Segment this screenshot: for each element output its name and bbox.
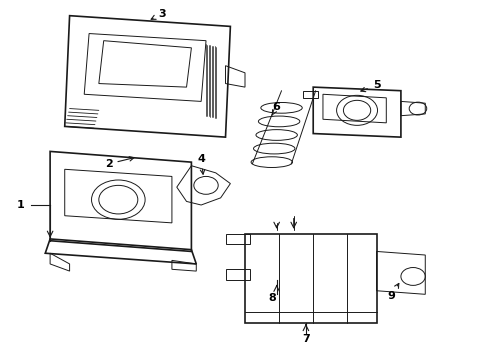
Text: 4: 4 bbox=[197, 154, 205, 174]
Text: 1: 1 bbox=[17, 200, 25, 210]
Text: 8: 8 bbox=[268, 293, 276, 303]
Text: 3: 3 bbox=[151, 9, 166, 19]
Text: 6: 6 bbox=[272, 102, 281, 115]
Text: 5: 5 bbox=[361, 80, 380, 92]
Text: 7: 7 bbox=[302, 334, 310, 344]
Text: 2: 2 bbox=[105, 157, 134, 169]
Text: 9: 9 bbox=[387, 283, 399, 301]
